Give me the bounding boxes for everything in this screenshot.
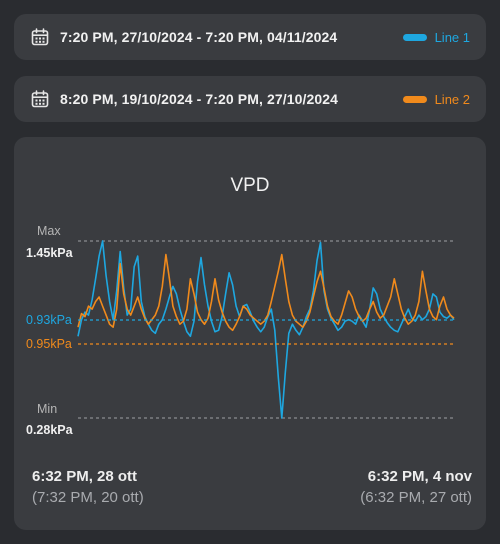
legend-line-2: Line 2 — [402, 91, 470, 107]
max-label: Max — [37, 224, 61, 238]
chart-card: VPD Max 1.45kPa Min 0.28kPa 0.93kPa 0.95… — [14, 137, 486, 530]
vpd-chart[interactable]: VPD Max 1.45kPa Min 0.28kPa 0.93kPa 0.95… — [14, 137, 486, 467]
min-label: Min — [37, 402, 57, 416]
reference-label-line-1: 0.93kPa — [26, 313, 72, 327]
start-time-primary: 6:32 PM, 28 ott — [32, 468, 138, 485]
start-time-secondary: (7:32 PM, 20 ott) — [32, 489, 144, 506]
calendar-icon — [31, 90, 49, 108]
legend-swatch — [402, 33, 427, 41]
max-value-label: 1.45kPa — [26, 246, 74, 260]
reference-label-line-2: 0.95kPa — [26, 337, 72, 351]
legend-label: Line 1 — [434, 29, 470, 45]
legend-swatch — [402, 95, 427, 103]
min-value-label: 0.28kPa — [26, 423, 74, 437]
date-range-text: 7:20 PM, 27/10/2024 - 7:20 PM, 04/11/202… — [60, 29, 338, 45]
calendar-icon — [31, 28, 49, 46]
date-range-text: 8:20 PM, 19/10/2024 - 7:20 PM, 27/10/202… — [60, 91, 339, 107]
series-line-1 — [77, 240, 455, 419]
start-timestamp: 6:32 PM, 28 ott (7:32 PM, 20 ott) — [32, 466, 144, 508]
series-line-2 — [77, 253, 455, 332]
date-range-card-1[interactable]: 7:20 PM, 27/10/2024 - 7:20 PM, 04/11/202… — [14, 14, 486, 60]
chart-title: VPD — [230, 175, 269, 196]
end-time-primary: 6:32 PM, 4 nov — [367, 468, 472, 485]
end-time-secondary: (6:32 PM, 27 ott) — [360, 489, 472, 506]
date-range-card-2[interactable]: 8:20 PM, 19/10/2024 - 7:20 PM, 27/10/202… — [14, 76, 486, 122]
legend-label: Line 2 — [434, 91, 470, 107]
end-timestamp: 6:32 PM, 4 nov (6:32 PM, 27 ott) — [360, 466, 472, 508]
legend-line-1: Line 1 — [402, 29, 470, 45]
